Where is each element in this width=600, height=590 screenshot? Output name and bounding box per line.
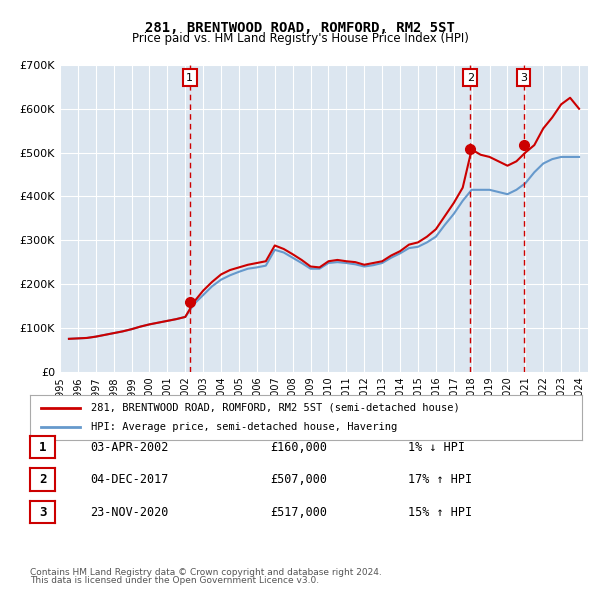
Text: 2: 2 <box>39 473 46 486</box>
Text: 3: 3 <box>520 73 527 83</box>
Text: £507,000: £507,000 <box>270 473 327 486</box>
Text: 2: 2 <box>467 73 474 83</box>
Text: 23-NOV-2020: 23-NOV-2020 <box>90 506 169 519</box>
Text: £160,000: £160,000 <box>270 441 327 454</box>
Text: 15% ↑ HPI: 15% ↑ HPI <box>408 506 472 519</box>
Text: Contains HM Land Registry data © Crown copyright and database right 2024.: Contains HM Land Registry data © Crown c… <box>30 568 382 577</box>
Text: 04-DEC-2017: 04-DEC-2017 <box>90 473 169 486</box>
Text: 281, BRENTWOOD ROAD, ROMFORD, RM2 5ST (semi-detached house): 281, BRENTWOOD ROAD, ROMFORD, RM2 5ST (s… <box>91 403 460 412</box>
Text: HPI: Average price, semi-detached house, Havering: HPI: Average price, semi-detached house,… <box>91 422 397 432</box>
Text: 1% ↓ HPI: 1% ↓ HPI <box>408 441 465 454</box>
Text: 17% ↑ HPI: 17% ↑ HPI <box>408 473 472 486</box>
Text: Price paid vs. HM Land Registry's House Price Index (HPI): Price paid vs. HM Land Registry's House … <box>131 32 469 45</box>
Text: 03-APR-2002: 03-APR-2002 <box>90 441 169 454</box>
Text: 1: 1 <box>186 73 193 83</box>
Text: This data is licensed under the Open Government Licence v3.0.: This data is licensed under the Open Gov… <box>30 576 319 585</box>
Text: £517,000: £517,000 <box>270 506 327 519</box>
Text: 1: 1 <box>39 441 46 454</box>
Text: 281, BRENTWOOD ROAD, ROMFORD, RM2 5ST: 281, BRENTWOOD ROAD, ROMFORD, RM2 5ST <box>145 21 455 35</box>
Text: 3: 3 <box>39 506 46 519</box>
